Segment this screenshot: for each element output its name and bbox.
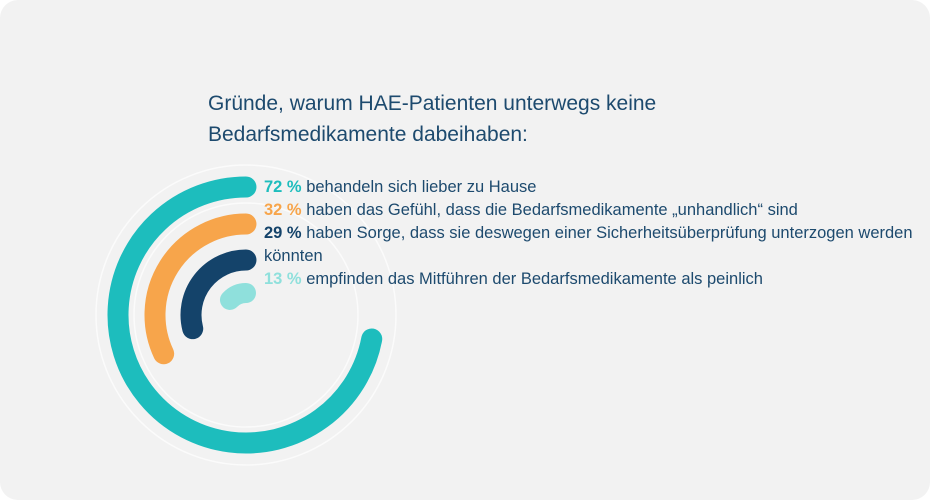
legend-label-1: behandeln sich lieber zu Hause [306,178,537,196]
legend-item-2: 32 % haben das Gefühl, dass die Bedarfsm… [264,199,924,222]
legend-item-4: 13 % empfinden das Mitführen der Bedarfs… [264,268,924,291]
guide-ring-2 [133,202,359,428]
radial-bar-4 [219,283,256,310]
legend-label-2: haben das Gefühl, dass die Bedarfsmedika… [306,201,798,219]
legend-label-3: haben Sorge, dass sie deswegen einer Sic… [264,224,913,265]
radial-bars [107,176,383,454]
legend: 72 % behandeln sich lieber zu Hause 32 %… [264,176,924,291]
legend-item-1: 72 % behandeln sich lieber zu Hause [264,176,924,199]
radial-bar-1 [107,176,383,454]
radial-bar-2 [144,213,257,365]
legend-value-2: 32 % [264,201,302,219]
track-guides [95,164,397,466]
chart-title: Gründe, warum HAE-Patienten unterwegs ke… [208,92,657,146]
legend-label-4: empfinden das Mitführen der Bedarfsmedik… [306,270,763,288]
legend-value-1: 72 % [264,178,302,196]
radial-bar-3 [180,249,257,340]
guide-ring-1 [95,164,397,466]
legend-value-4: 13 % [264,270,302,288]
legend-item-3: 29 % haben Sorge, dass sie deswegen eine… [264,222,924,268]
legend-value-3: 29 % [264,224,302,242]
